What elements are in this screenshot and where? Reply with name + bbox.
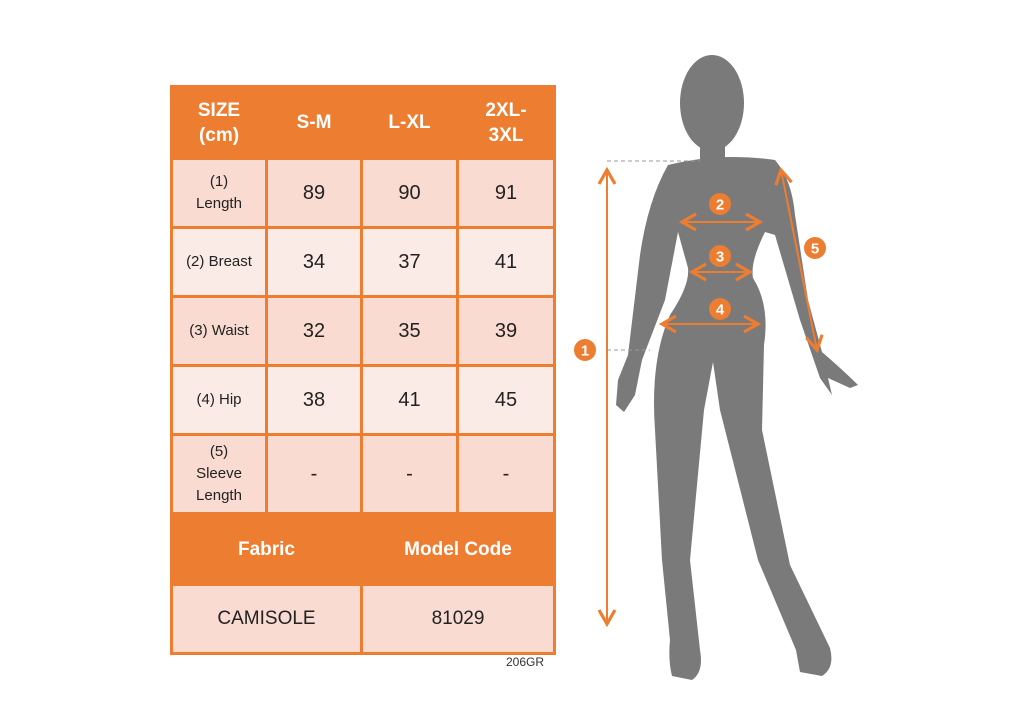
hip-measure: 4 — [658, 298, 762, 334]
table-row-length: (1) Length 89 90 91 — [170, 157, 556, 229]
cell-value: 35 — [360, 295, 459, 367]
cell-value: - — [265, 433, 363, 515]
table-row-sleeve: (5) Sleeve Length - - - — [170, 433, 556, 515]
table-row-hip: (4) Hip 38 41 45 — [170, 364, 556, 436]
cell-value: 90 — [360, 157, 459, 229]
marker-4-label: 4 — [716, 302, 725, 319]
cell-value: 32 — [265, 295, 363, 367]
label-line: Length — [196, 195, 242, 212]
woman-silhouette — [616, 55, 858, 680]
label-line: Sleeve — [196, 465, 242, 482]
table-header-row: SIZE (cm) S-M L-XL 2XL-3XL — [170, 85, 556, 160]
row-label: (1) Length — [170, 157, 268, 229]
cell-value: 38 — [265, 364, 363, 436]
label-line: (1) — [209, 173, 229, 190]
header-2xl-3xl: 2XL-3XL — [456, 85, 556, 160]
header-size-line: SIZE — [197, 99, 241, 121]
row-label: (5) Sleeve Length — [170, 433, 268, 515]
footer-header-row: Fabric Model Code — [170, 512, 556, 586]
table-row-waist: (3) Waist 32 35 39 — [170, 295, 556, 367]
cell-value: 89 — [265, 157, 363, 229]
waist-measure: 3 — [688, 245, 754, 282]
marker-1 — [574, 339, 596, 361]
model-code-value: 81029 — [360, 583, 556, 655]
table-row-breast: (2) Breast 34 37 41 — [170, 226, 556, 298]
cell-value: 37 — [360, 226, 459, 298]
header-size: SIZE (cm) — [170, 85, 268, 160]
cell-value: - — [360, 433, 459, 515]
header-l-xl: L-XL — [360, 85, 459, 160]
marker-1-label: 1 — [581, 343, 589, 360]
cell-value: 91 — [456, 157, 556, 229]
product-code-note: 206GR — [506, 655, 545, 669]
header-fabric: Fabric — [170, 512, 363, 586]
footer-value-row: CAMISOLE 81029 — [170, 583, 556, 655]
cell-value: - — [456, 433, 556, 515]
marker-5-label: 5 — [811, 241, 819, 258]
sleeve-measure: 5 — [774, 166, 826, 354]
size-chart-table: SIZE (cm) S-M L-XL 2XL-3XL (1) Length 89 9… — [170, 85, 556, 655]
cell-value: 41 — [456, 226, 556, 298]
row-label: (4) Hip — [170, 364, 268, 436]
marker-3-label: 3 — [716, 249, 724, 266]
cell-value: 34 — [265, 226, 363, 298]
fabric-value: CAMISOLE — [170, 583, 363, 655]
marker-2-label: 2 — [716, 197, 724, 214]
label-line: (5) — [209, 443, 229, 460]
length-measure: 1 — [574, 160, 700, 628]
cell-value: 39 — [456, 295, 556, 367]
label-line: Length — [196, 487, 242, 504]
header-2xl-3xl-label: 2XL-3XL — [485, 99, 527, 146]
header-size-line: (cm) — [198, 124, 240, 146]
row-label: (2) Breast — [170, 226, 268, 298]
row-label: (3) Waist — [170, 295, 268, 367]
breast-measure: 2 — [678, 193, 764, 232]
header-model-code: Model Code — [360, 512, 556, 586]
cell-value: 41 — [360, 364, 459, 436]
header-s-m: S-M — [265, 85, 363, 160]
cell-value: 45 — [456, 364, 556, 436]
